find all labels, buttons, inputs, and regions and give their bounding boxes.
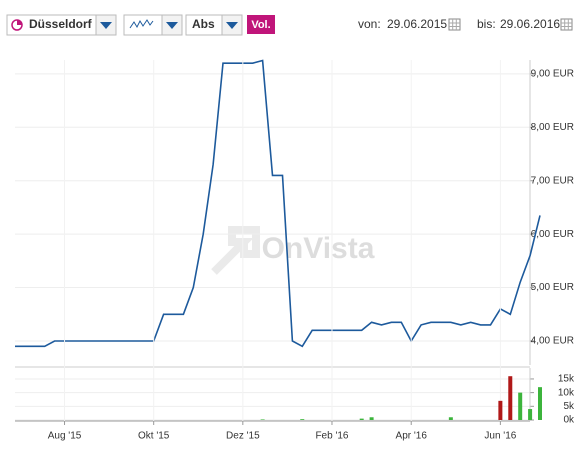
x-tick-label: Feb '16 (315, 431, 348, 442)
volume-button[interactable] (247, 15, 275, 34)
line-icon (129, 19, 154, 29)
y-tick-label: 4,00 EUR (531, 336, 574, 347)
x-tick-label: Aug '15 (48, 431, 82, 442)
y-tick-label: 10k (558, 387, 575, 398)
watermark: OnVista (262, 232, 375, 265)
volume-bar (508, 376, 513, 420)
exchange-icon-fill (17, 20, 22, 25)
from-label: von: (358, 17, 381, 31)
calendar-box[interactable] (560, 18, 573, 31)
watermark-logo (211, 226, 260, 275)
volume-bar (369, 417, 374, 420)
volume-label[interactable]: Vol. (251, 19, 270, 31)
mode-select[interactable]: Abs (185, 14, 243, 36)
volume-bar (518, 392, 523, 420)
y-tick-label: 8,00 EUR (531, 122, 574, 133)
to-date[interactable]: 29.06.2016 (500, 17, 560, 31)
volume-bar (498, 400, 503, 420)
volume-bar (448, 417, 453, 420)
volume-bar (260, 419, 265, 420)
volume-bar (300, 419, 305, 420)
calendar-grid (449, 19, 460, 30)
dropdown-arrow (166, 22, 178, 29)
x-tick-label: Dez '15 (226, 431, 260, 442)
y-tick-label: 9,00 EUR (531, 69, 574, 80)
mode-label: Abs (192, 17, 215, 31)
y-tick-label: 7,00 EUR (531, 175, 574, 186)
x-tick-label: Jun '16 (484, 431, 516, 442)
volume-bar (538, 387, 542, 420)
dropdown-arrow (226, 22, 238, 29)
calendar-icon[interactable] (448, 18, 461, 31)
price-line (15, 59, 541, 348)
exchange-select[interactable]: Düsseldorf (6, 14, 117, 36)
dropdown-arrow (100, 22, 112, 29)
y-tick-label: 15k (558, 374, 575, 385)
volume-bar (359, 418, 364, 420)
y-tick-label: 5,00 EUR (531, 282, 574, 293)
volume-bar (528, 409, 533, 420)
x-tick-label: Okt '15 (138, 431, 170, 442)
exchange-label: Düsseldorf (29, 17, 93, 31)
from-date[interactable]: 29.06.2015 (387, 17, 447, 31)
x-tick-label: Apr '16 (396, 431, 428, 442)
y-tick-label: 0k (563, 415, 575, 426)
calendar-box[interactable] (448, 18, 461, 31)
calendar-icon[interactable] (560, 18, 573, 31)
watermark-arrow (211, 226, 260, 275)
to-label: bis: (477, 17, 496, 31)
calendar-grid (561, 19, 572, 30)
chart-type-select[interactable] (123, 14, 183, 36)
y-tick-label: 5k (563, 401, 575, 412)
y-tick-label: 6,00 EUR (531, 229, 574, 240)
